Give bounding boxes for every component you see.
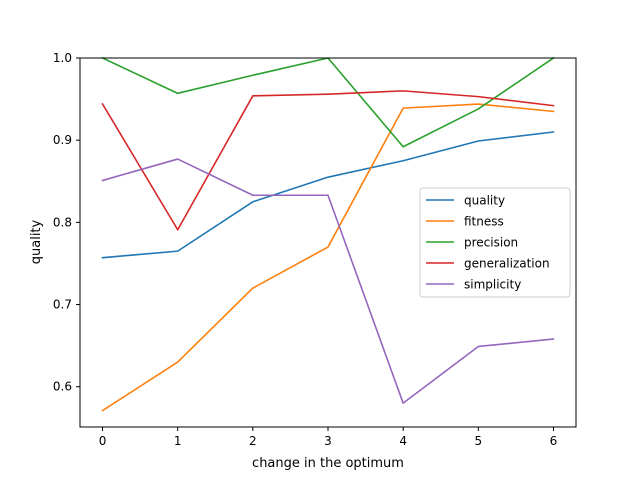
series-line-simplicity [101, 158, 555, 404]
series-line-precision [101, 56, 555, 148]
x-tick-label: 2 [249, 434, 257, 448]
y-tick-label: 0.8 [53, 215, 72, 229]
x-tick-label: 6 [550, 434, 558, 448]
x-tick-label: 1 [174, 434, 182, 448]
y-tick-label: 0.6 [53, 380, 72, 394]
y-tick-label: 1.0 [53, 51, 72, 65]
series-line-generalization [101, 90, 555, 231]
y-tick-label: 0.9 [53, 133, 72, 147]
y-tick-label: 0.7 [53, 298, 72, 312]
legend-label-quality: quality [464, 194, 505, 208]
y-axis-label: quality [29, 219, 44, 264]
x-tick-label: 4 [399, 434, 407, 448]
x-axis-label: change in the optimum [252, 456, 404, 471]
legend: quality fitness precision generalization sim… [419, 187, 571, 298]
x-tick-label: 5 [474, 434, 482, 448]
x-axis-ticks: 0 1 2 3 4 5 6 [99, 427, 558, 448]
legend-label-fitness: fitness [464, 215, 504, 229]
x-tick-label: 3 [324, 434, 332, 448]
series-line-quality [101, 131, 555, 259]
series-line-fitness [101, 103, 555, 412]
x-tick-label: 0 [99, 434, 107, 448]
legend-box [419, 187, 571, 298]
legend-label-precision: precision [464, 236, 518, 250]
y-axis-ticks: 0.6 0.7 0.8 0.9 1.0 [53, 51, 80, 394]
legend-label-simplicity: simplicity [464, 278, 521, 292]
legend-label-generalization: generalization [464, 257, 550, 271]
